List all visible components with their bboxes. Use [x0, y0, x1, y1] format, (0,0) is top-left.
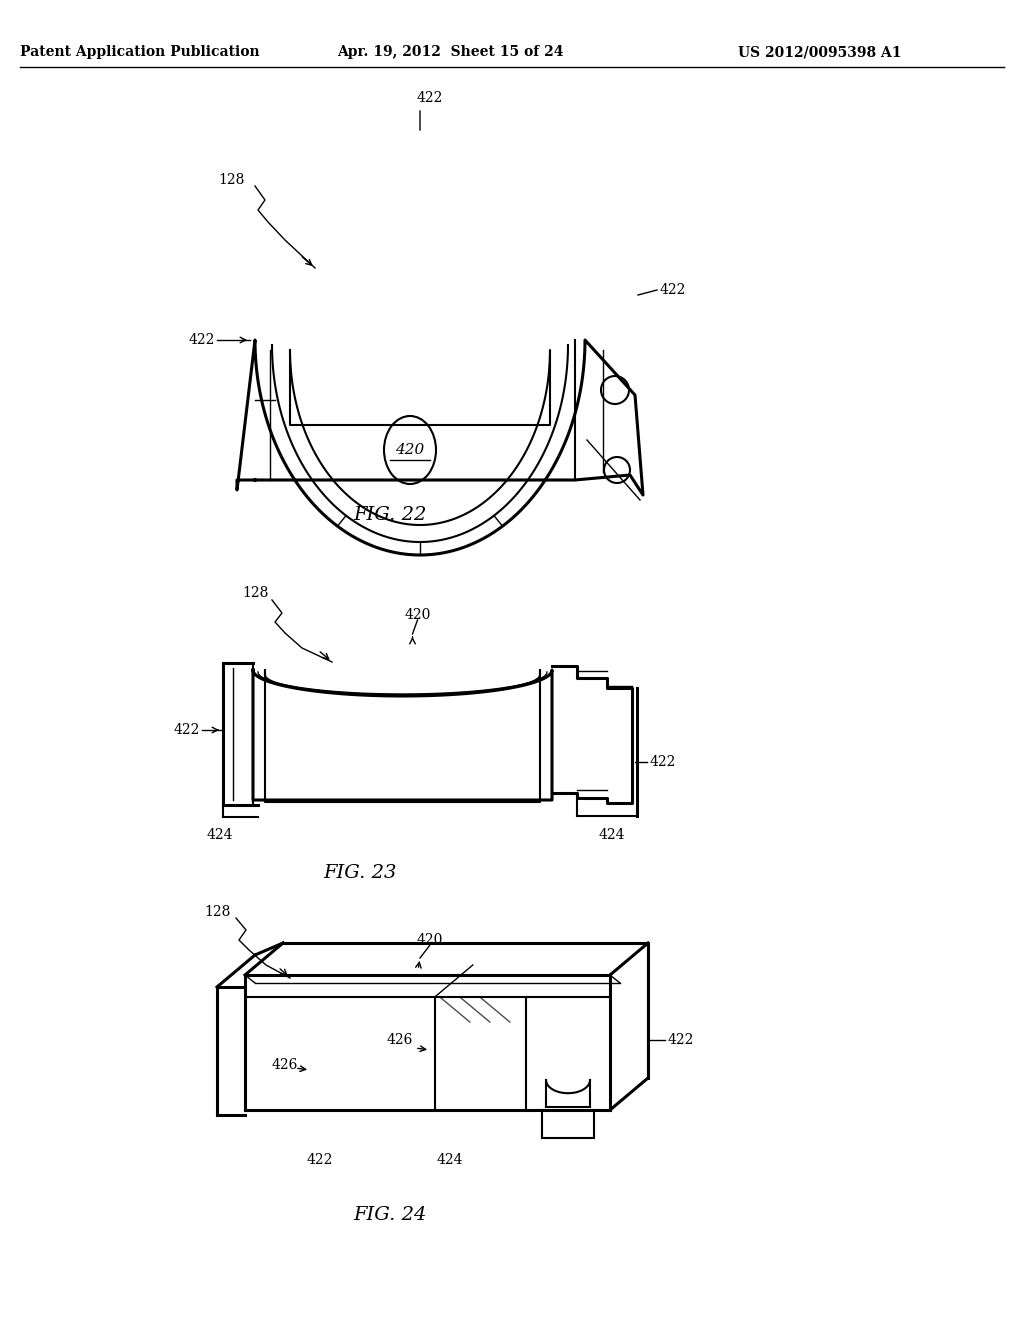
Text: FIG. 24: FIG. 24 [353, 1206, 427, 1224]
Text: 422: 422 [417, 91, 443, 106]
Text: Apr. 19, 2012  Sheet 15 of 24: Apr. 19, 2012 Sheet 15 of 24 [337, 45, 563, 59]
Text: 426: 426 [271, 1059, 298, 1072]
Text: Patent Application Publication: Patent Application Publication [20, 45, 260, 59]
Text: 422: 422 [668, 1034, 694, 1047]
Text: 422: 422 [660, 282, 686, 297]
Text: 422: 422 [188, 333, 215, 347]
Text: 420: 420 [395, 444, 425, 457]
Text: 424: 424 [207, 828, 233, 842]
Text: 422: 422 [174, 723, 200, 737]
Text: 422: 422 [650, 755, 677, 770]
Text: 424: 424 [437, 1152, 463, 1167]
Text: US 2012/0095398 A1: US 2012/0095398 A1 [738, 45, 902, 59]
Text: 422: 422 [307, 1152, 333, 1167]
Text: 426: 426 [387, 1034, 414, 1047]
Text: FIG. 22: FIG. 22 [353, 506, 427, 524]
Text: 424: 424 [599, 828, 626, 842]
Text: FIG. 23: FIG. 23 [324, 865, 396, 882]
Text: 128: 128 [205, 906, 231, 919]
Text: 420: 420 [404, 609, 431, 622]
Text: 128: 128 [219, 173, 245, 187]
Text: 128: 128 [242, 586, 268, 601]
Text: 420: 420 [417, 933, 443, 946]
